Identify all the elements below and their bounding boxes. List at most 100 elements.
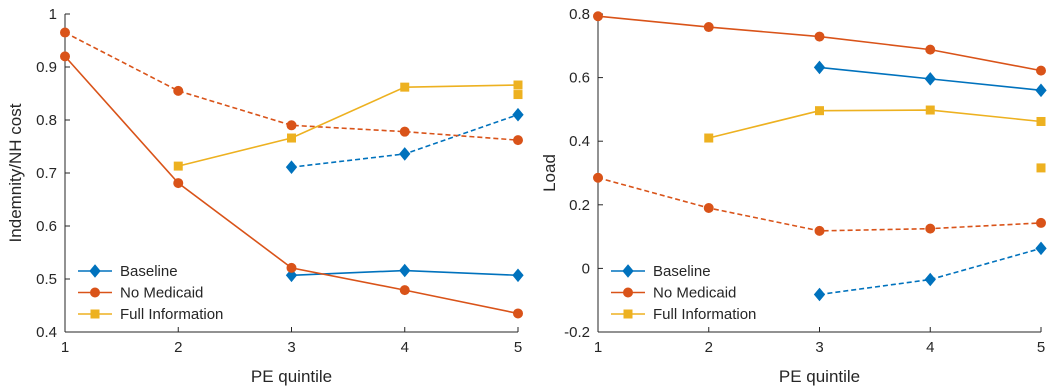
legend-label: No Medicaid xyxy=(653,285,736,302)
data-point xyxy=(813,287,826,302)
data-point xyxy=(924,272,936,287)
series-line xyxy=(597,176,1042,232)
x-tick-label: 3 xyxy=(815,339,823,356)
legend-label: Full Information xyxy=(120,306,223,323)
series-4 xyxy=(60,27,523,146)
y-tick-label: 0.8 xyxy=(569,6,590,23)
data-point xyxy=(513,308,523,319)
data-point xyxy=(814,31,825,42)
data-point xyxy=(593,172,603,183)
legend-item: Baseline xyxy=(78,263,178,280)
series-4 xyxy=(593,172,1046,236)
legend-label: No Medicaid xyxy=(120,285,203,302)
chart-1: 1 2 3 4 5 0.4 0.5 0.6 0.7 0.8 0.9 1 PE quintile Indem… xyxy=(6,6,524,386)
series-1 xyxy=(285,263,524,283)
data-point xyxy=(1036,163,1046,173)
y-tick-label: 0.4 xyxy=(569,133,590,150)
legend-label: Baseline xyxy=(653,263,711,280)
legend-item: No Medicaid xyxy=(611,285,736,302)
data-point xyxy=(1035,83,1047,98)
x-tick-label: 5 xyxy=(514,339,522,356)
x-tick-label: 4 xyxy=(401,339,409,356)
x-tick-label: 5 xyxy=(1037,339,1045,356)
data-point xyxy=(400,82,410,92)
series-6 xyxy=(1036,163,1046,173)
x-tick-label: 1 xyxy=(61,339,69,356)
series-5 xyxy=(704,105,1046,143)
y-axis-label: Indemnity/NH cost xyxy=(6,103,25,242)
data-point xyxy=(512,268,524,283)
data-point xyxy=(1036,217,1046,228)
data-point xyxy=(512,107,524,122)
y-tick-label: 0.6 xyxy=(569,70,590,87)
legend: Baseline No Medicaid Full Information xyxy=(611,263,756,323)
y-tick-label: 0.7 xyxy=(36,165,57,182)
legend-marker xyxy=(623,287,633,298)
legend-marker xyxy=(622,264,634,278)
y-tick-label: 0.2 xyxy=(569,197,590,214)
series-2 xyxy=(813,241,1047,302)
legend-marker xyxy=(90,309,100,319)
series-5 xyxy=(173,80,523,171)
data-point xyxy=(813,60,826,75)
y-tick-label: 1 xyxy=(49,6,57,23)
series-line xyxy=(64,31,519,141)
x-tick-label: 3 xyxy=(287,339,295,356)
data-point xyxy=(173,161,183,171)
data-point xyxy=(703,22,714,33)
x-axis-label: PE quintile xyxy=(251,367,332,386)
data-point xyxy=(513,90,523,100)
data-point xyxy=(285,268,298,283)
x-tick-label: 2 xyxy=(705,339,713,356)
data-point xyxy=(703,202,714,213)
legend-item: Full Information xyxy=(611,306,756,323)
series-3 xyxy=(593,11,1046,76)
legend-item: Full Information xyxy=(78,306,223,323)
chart-2: 1 2 3 4 5 -0.2 0 0.2 0.4 0.6 0.8 PE quintile Load Bas… xyxy=(540,6,1047,386)
y-tick-label: 0.5 xyxy=(36,271,57,288)
data-point xyxy=(286,120,297,131)
legend-item: Baseline xyxy=(611,263,711,280)
data-point xyxy=(593,11,603,22)
data-point xyxy=(925,44,936,55)
data-point xyxy=(399,263,411,278)
y-axis-label: Load xyxy=(540,154,559,192)
x-axis-label: PE quintile xyxy=(779,367,860,386)
legend-marker xyxy=(90,287,100,298)
y-tick-label: -0.2 xyxy=(564,324,590,341)
data-point xyxy=(704,133,714,143)
data-point xyxy=(1035,241,1047,256)
legend-marker xyxy=(89,264,101,278)
series-line xyxy=(819,247,1042,296)
data-point xyxy=(399,147,411,161)
data-point xyxy=(513,135,523,146)
data-point xyxy=(173,85,184,96)
data-point xyxy=(173,178,184,189)
data-point xyxy=(399,126,410,137)
data-point xyxy=(1036,116,1046,126)
series-line xyxy=(178,84,519,167)
legend-item: No Medicaid xyxy=(78,285,203,302)
series-1 xyxy=(813,60,1047,98)
y-tick-label: 0.8 xyxy=(36,112,57,129)
data-point xyxy=(513,80,523,90)
y-tick-label: 0.4 xyxy=(36,324,57,341)
legend-marker xyxy=(623,309,633,319)
y-tick-label: 0.9 xyxy=(36,59,57,76)
data-point xyxy=(60,27,70,38)
data-point xyxy=(924,72,936,86)
data-point xyxy=(285,160,298,174)
y-tick-label: 0 xyxy=(582,260,590,277)
data-point xyxy=(1036,65,1046,76)
series-2 xyxy=(285,107,524,174)
data-point xyxy=(399,285,410,296)
legend-label: Baseline xyxy=(120,263,178,280)
series-3 xyxy=(60,51,523,319)
data-point xyxy=(815,106,824,116)
data-point xyxy=(925,105,935,115)
data-point xyxy=(287,133,296,143)
data-point xyxy=(925,223,936,234)
x-tick-label: 1 xyxy=(594,339,602,356)
data-point xyxy=(60,51,70,62)
